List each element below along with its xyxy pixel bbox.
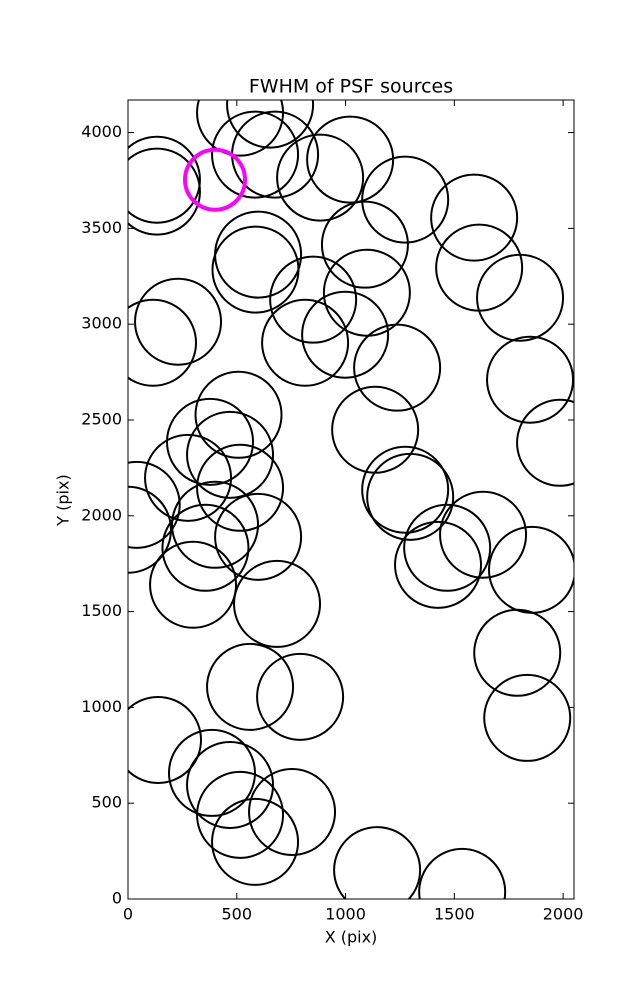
source-circle	[128, 485, 172, 574]
source-circle	[128, 135, 201, 224]
y-tick-label: 2500	[81, 409, 122, 428]
source-circle	[186, 740, 275, 829]
x-tick-label: 1500	[434, 905, 475, 924]
source-circle	[214, 492, 303, 581]
source-circle	[211, 110, 300, 199]
source-circle	[128, 460, 181, 549]
source-circle	[473, 608, 562, 697]
source-circle	[353, 323, 442, 412]
source-circle	[361, 155, 450, 244]
source-circle	[171, 480, 260, 569]
source-circle	[128, 695, 203, 784]
source-circle	[194, 370, 283, 459]
x-axis-label: X (pix)	[325, 928, 378, 947]
source-circle	[226, 100, 315, 149]
source-circle	[149, 540, 238, 629]
y-tick-label: 1500	[81, 601, 122, 620]
source-circle	[196, 443, 285, 532]
source-circle	[439, 490, 528, 579]
source-circle	[211, 225, 300, 314]
x-tick-label: 2000	[543, 905, 584, 924]
source-circle	[134, 277, 223, 366]
chart-title: FWHM of PSF sources	[249, 76, 453, 98]
source-circle	[186, 410, 275, 499]
source-circle	[269, 255, 358, 344]
x-tick-label: 500	[222, 905, 253, 924]
axes-frame	[127, 99, 575, 900]
source-circle	[233, 559, 322, 648]
plot-area	[128, 100, 574, 899]
source-circle	[196, 770, 285, 859]
highlighted-source	[183, 147, 248, 212]
source-circle	[128, 298, 198, 387]
source-circle	[320, 200, 409, 289]
source-circle	[430, 173, 519, 262]
x-tick-label: 1000	[325, 905, 366, 924]
source-circle	[206, 642, 295, 731]
source-circle	[166, 397, 255, 486]
source-circle	[361, 445, 450, 534]
source-circle	[516, 398, 574, 487]
source-circle	[366, 452, 455, 541]
x-tick-label: 0	[123, 905, 133, 924]
source-circle	[276, 133, 365, 222]
source-circle	[144, 433, 233, 522]
y-tick-label: 500	[91, 793, 122, 812]
y-tick-label: 1000	[81, 697, 122, 716]
y-axis-label: Y (pix)	[54, 474, 73, 526]
source-circle	[403, 503, 492, 592]
source-circle	[394, 520, 483, 609]
source-circle	[476, 253, 565, 342]
source-circle	[261, 298, 350, 387]
source-circle	[248, 768, 337, 857]
source-circle	[486, 335, 574, 424]
source-circle	[161, 503, 250, 592]
source-circle	[483, 673, 572, 762]
source-circle	[301, 290, 390, 379]
source-circle	[306, 115, 395, 204]
y-tick-label: 3000	[81, 314, 122, 333]
source-circle	[256, 652, 345, 741]
source-circle	[333, 826, 422, 899]
source-circle	[167, 728, 256, 817]
y-tick-label: 3500	[81, 218, 122, 237]
y-tick-label: 4000	[81, 122, 122, 141]
source-circle	[418, 847, 507, 899]
y-tick-label: 2000	[81, 505, 122, 524]
y-tick-label: 0	[112, 889, 122, 908]
source-circle	[128, 147, 201, 236]
source-circle	[211, 797, 300, 886]
